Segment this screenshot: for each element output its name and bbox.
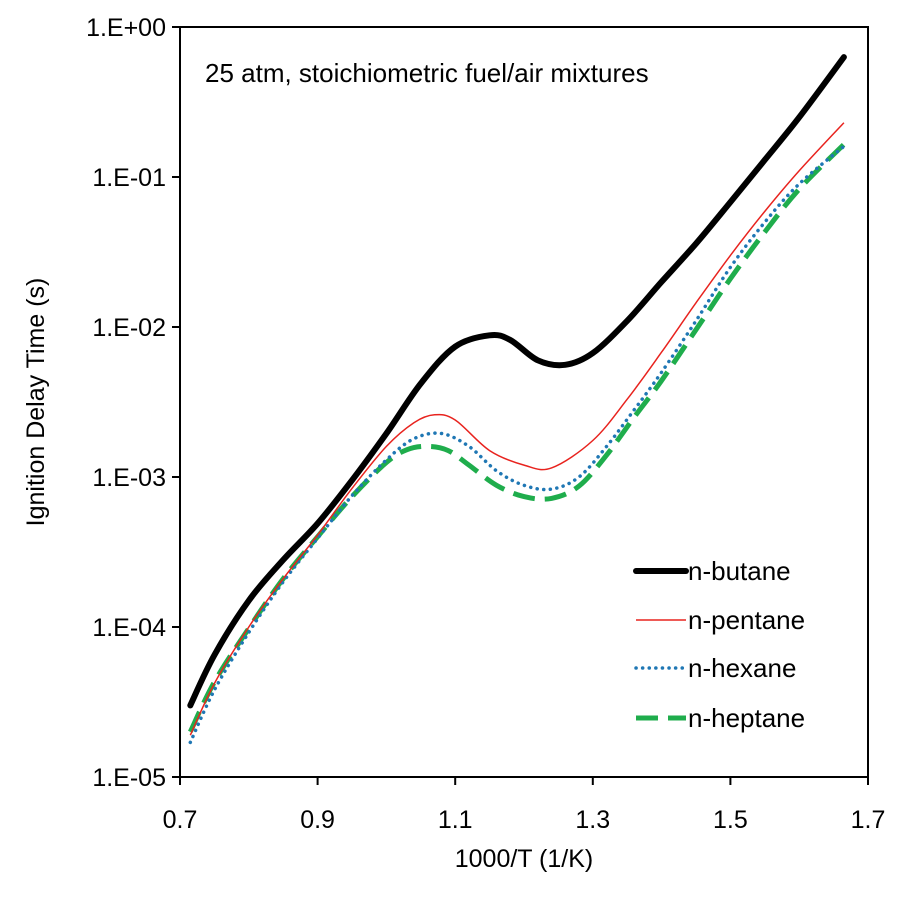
series-line-n-butane xyxy=(187,54,847,709)
y-axis-ticks: 1.E-05 1.E-04 1.E-03 1.E-02 1.E-01 1.E+00 xyxy=(86,14,180,792)
x-tick-label: 1.5 xyxy=(713,806,748,834)
x-tick-label: 0.7 xyxy=(163,806,198,834)
plot-area xyxy=(179,26,869,778)
legend-label-n-heptane: n-heptane xyxy=(688,703,805,733)
legend: n-butane n-pentane n-hexane n-heptane xyxy=(633,556,805,733)
y-tick-label: 1.E-05 xyxy=(92,764,166,792)
legend-label-n-butane: n-butane xyxy=(688,556,791,586)
x-axis-ticks: 0.7 0.9 1.1 1.3 1.5 1.7 xyxy=(163,777,886,834)
x-tick-label: 1.1 xyxy=(438,806,473,834)
series-line-n-pentane xyxy=(189,122,845,736)
series-line-n-hexane xyxy=(188,144,846,745)
x-tick-label: 1.7 xyxy=(851,806,886,834)
y-axis-title: Ignition Delay Time (s) xyxy=(22,278,50,527)
y-tick-label: 1.E+00 xyxy=(86,14,166,42)
legend-label-n-hexane: n-hexane xyxy=(688,653,796,683)
chart-annotation: 25 atm, stoichiometric fuel/air mixtures xyxy=(205,58,649,88)
y-tick-label: 1.E-01 xyxy=(92,164,166,192)
series-line-n-heptane xyxy=(188,142,846,733)
legend-label-n-pentane: n-pentane xyxy=(688,605,805,635)
y-tick-label: 1.E-04 xyxy=(92,614,166,642)
x-tick-label: 1.3 xyxy=(575,806,610,834)
x-axis-title: 1000/T (1/K) xyxy=(455,845,594,873)
x-tick-label: 0.9 xyxy=(300,806,335,834)
y-tick-label: 1.E-02 xyxy=(92,314,166,342)
y-tick-label: 1.E-03 xyxy=(92,464,166,492)
series-layer xyxy=(187,54,847,745)
